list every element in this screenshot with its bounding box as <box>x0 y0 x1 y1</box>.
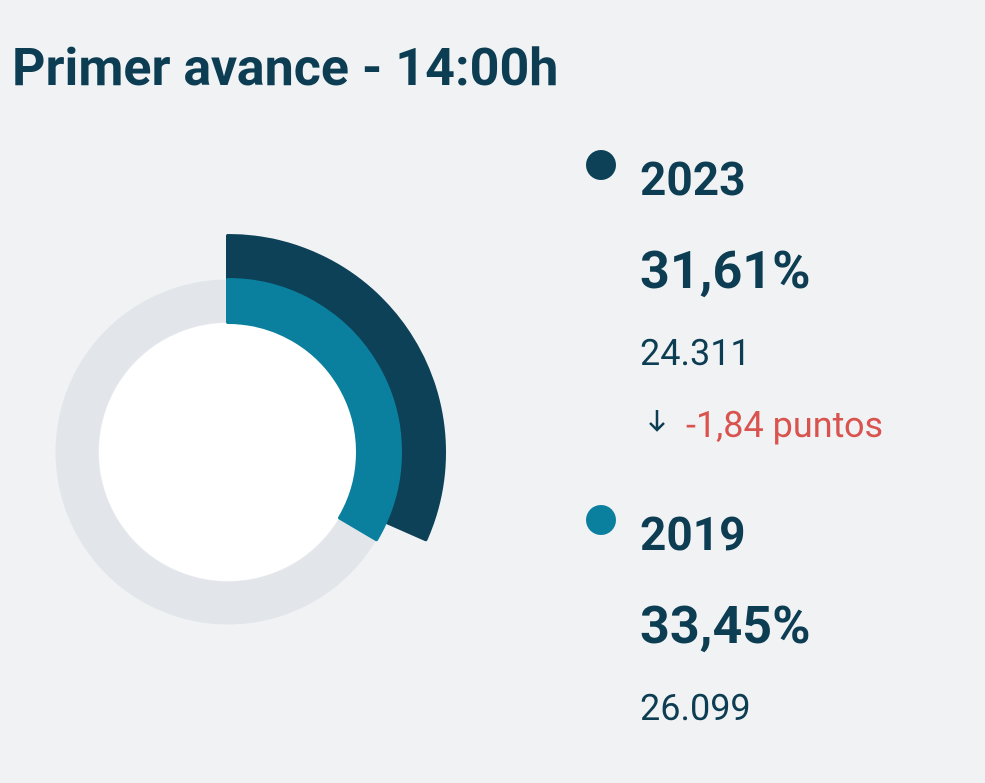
radial-bar <box>226 278 402 542</box>
count-label: 26.099 <box>640 687 751 729</box>
legend-marker <box>586 505 616 535</box>
chart-title: Primer avance - 14:00h <box>12 37 558 98</box>
ring-center <box>99 323 357 581</box>
legend-label: 2023 <box>640 153 746 207</box>
value-label: 31,61% <box>640 240 811 301</box>
legend-marker <box>586 150 616 180</box>
count-label: 24.311 <box>640 332 751 374</box>
change-label: -1,84 puntos <box>686 404 883 446</box>
value-label: 33,45% <box>640 595 811 656</box>
legend-label: 2019 <box>640 508 746 562</box>
down-arrow-icon <box>649 410 665 432</box>
